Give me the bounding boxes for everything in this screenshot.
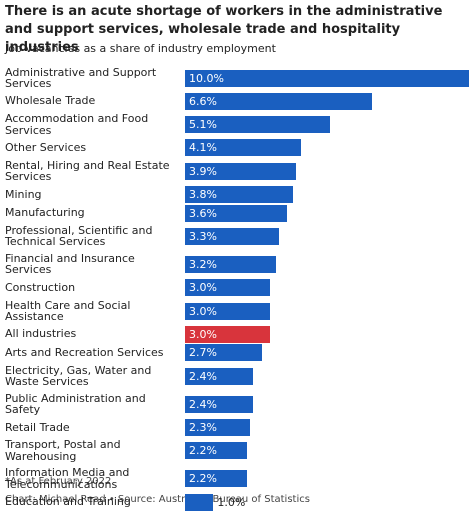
value-label: 3.2%	[189, 257, 217, 271]
bar	[185, 367, 254, 385]
category-label: Mining	[5, 187, 42, 201]
bar	[185, 255, 276, 273]
category-label: All industries	[5, 327, 77, 341]
bar	[185, 162, 296, 180]
bar	[185, 227, 279, 245]
category-label: Manufacturing	[5, 206, 85, 220]
category-label: Information Media and Telecommunications	[5, 466, 130, 491]
bar	[185, 302, 271, 320]
bar	[185, 69, 469, 87]
value-label: 3.0%	[189, 304, 217, 318]
value-label: 2.4%	[189, 397, 217, 411]
value-label: 2.7%	[189, 346, 217, 360]
value-label: 5.1%	[189, 118, 217, 132]
category-label: Administrative and Support Services	[5, 65, 157, 90]
category-label: Professional, Scientific and Technical S…	[5, 223, 153, 249]
value-label: 3.9%	[189, 164, 217, 178]
category-label: Retail Trade	[5, 420, 70, 434]
chart-subtitle: Job vacancies as a share of industry emp…	[5, 42, 276, 55]
value-label: 2.4%	[189, 369, 217, 383]
category-label: Transport, Postal and Warehousing	[5, 438, 121, 463]
bar	[185, 470, 248, 488]
source: Chart: Michael Read • Source: Australian…	[5, 494, 310, 505]
value-label: 3.3%	[189, 229, 217, 243]
bar	[185, 279, 271, 297]
category-label: Construction	[5, 280, 76, 294]
value-label: 1.0%	[217, 495, 246, 509]
category-label: Electricity, Gas, Water and Waste Servic…	[5, 363, 152, 389]
value-label: 3.6%	[189, 206, 217, 220]
bar	[185, 395, 254, 413]
category-label: Wholesale Trade	[5, 94, 96, 108]
category-label: Education and Training	[5, 495, 131, 509]
value-label: 3.0%	[189, 327, 217, 341]
bar	[185, 116, 330, 134]
value-label: 3.8%	[189, 188, 217, 201]
bar	[185, 92, 373, 110]
category-label: Rental, Hiring and Real Estate Services	[5, 158, 170, 184]
value-label: 6.6%	[189, 94, 217, 108]
value-label: 3.0%	[189, 281, 217, 295]
value-label: 2.3%	[189, 421, 217, 434]
bar	[185, 344, 262, 362]
category-label: Accommodation and Food Services	[5, 112, 149, 137]
bar	[185, 419, 251, 436]
bar	[185, 186, 293, 203]
value-label: 10.0%	[189, 71, 224, 85]
value-label: 2.2%	[189, 444, 217, 458]
bar	[185, 139, 302, 157]
bar	[185, 493, 214, 511]
value-label: 4.1%	[189, 141, 217, 155]
category-label: Health Care and Social Assistance	[5, 298, 131, 323]
category-label: Arts and Recreation Services	[5, 345, 164, 359]
category-label: Other Services	[5, 140, 87, 154]
bar	[185, 204, 288, 222]
note: *As at February 2022	[5, 476, 112, 487]
chart-title: There is an acute shortage of workers in…	[5, 4, 443, 55]
category-label: Financial and Insurance Services	[5, 251, 135, 277]
bar	[185, 442, 248, 460]
category-label: Public Administration and Safety	[5, 391, 146, 417]
value-label: 2.2%	[189, 472, 217, 486]
bar	[185, 325, 271, 343]
